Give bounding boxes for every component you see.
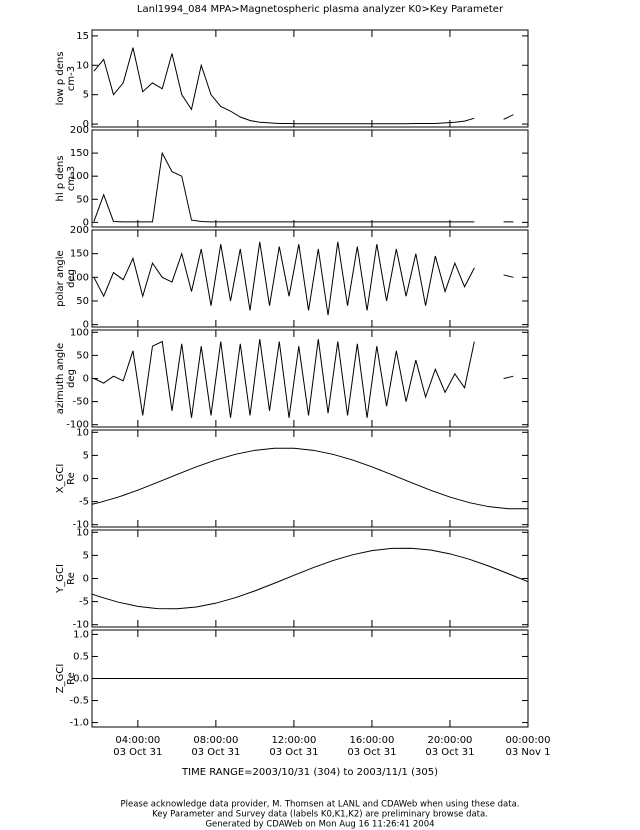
x-tick-label: 00:00:00 xyxy=(506,735,551,746)
y-tick-label: 50 xyxy=(76,194,89,205)
y-axis-label: low p dens xyxy=(55,52,66,106)
x-tick-date: 03 Oct 31 xyxy=(347,747,396,758)
y-tick-label: -10 xyxy=(73,520,89,531)
y-axis-unit: Re xyxy=(66,672,77,685)
y-axis-unit: deg xyxy=(66,269,77,288)
y-tick-label: -5 xyxy=(79,597,89,608)
y-tick-label: 5 xyxy=(83,450,89,461)
y-tick-label: 150 xyxy=(70,249,89,260)
y-tick-label: -0.5 xyxy=(69,696,89,707)
y-tick-label: 10 xyxy=(76,527,89,538)
y-tick-label: 0 xyxy=(83,320,89,331)
chart-title: Lanl1994_084 MPA>Magnetospheric plasma a… xyxy=(137,4,504,15)
y-tick-label: -100 xyxy=(66,420,89,431)
y-axis-unit: cm-3 xyxy=(66,66,77,91)
data-line xyxy=(91,547,529,610)
y-tick-label: 50 xyxy=(76,350,89,361)
y-tick-label: 5 xyxy=(83,90,89,101)
y-axis-label: hl p dens xyxy=(55,156,66,202)
y-tick-label: 0.5 xyxy=(73,651,89,662)
y-tick-label: 150 xyxy=(70,148,89,159)
y-tick-label: 200 xyxy=(70,225,89,236)
y-tick-label: -1.0 xyxy=(69,718,89,729)
panel-frame xyxy=(91,129,529,228)
x-tick-date: 03 Nov 1 xyxy=(506,747,551,758)
y-tick-label: 200 xyxy=(70,125,89,136)
y-axis-label: Y_GCI xyxy=(55,564,66,594)
y-tick-label: -5 xyxy=(79,497,89,508)
x-tick-label: 20:00:00 xyxy=(428,735,473,746)
y-axis-unit: Re xyxy=(66,472,77,485)
x-tick-date: 03 Oct 31 xyxy=(269,747,318,758)
y-axis-label: polar angle xyxy=(55,250,66,306)
y-tick-label: 0 xyxy=(83,374,89,385)
y-axis-unit: cm-3 xyxy=(66,166,77,191)
data-line xyxy=(91,447,528,510)
y-axis-unit: Re xyxy=(66,572,77,585)
x-tick-label: 04:00:00 xyxy=(115,735,160,746)
data-line xyxy=(93,47,514,125)
y-tick-label: 100 xyxy=(70,327,89,338)
y-tick-label: 50 xyxy=(76,296,89,307)
panel-frame xyxy=(91,29,529,128)
x-tick-date: 03 Oct 31 xyxy=(425,747,474,758)
y-axis-unit: deg xyxy=(66,369,77,388)
y-tick-label: 10 xyxy=(76,427,89,438)
footer-line: Key Parameter and Survey data (labels K0… xyxy=(152,810,488,820)
y-tick-label: -50 xyxy=(73,397,89,408)
y-tick-label: 100 xyxy=(70,272,89,283)
y-tick-label: 15 xyxy=(76,31,89,42)
y-tick-label: 0 xyxy=(83,474,89,485)
panel-frame xyxy=(91,229,529,328)
y-tick-label: -10 xyxy=(73,620,89,631)
y-tick-label: 5 xyxy=(83,550,89,561)
data-line xyxy=(93,241,514,316)
x-tick-label: 16:00:00 xyxy=(349,735,394,746)
y-axis-label: Z_GCI xyxy=(55,664,66,694)
x-tick-date: 03 Oct 31 xyxy=(113,747,162,758)
x-tick-date: 03 Oct 31 xyxy=(191,747,240,758)
x-tick-label: 12:00:00 xyxy=(271,735,316,746)
x-tick-label: 08:00:00 xyxy=(193,735,238,746)
y-tick-label: 10 xyxy=(76,60,89,71)
y-tick-label: 1.0 xyxy=(73,629,89,640)
y-tick-label: 0 xyxy=(83,217,89,228)
y-tick-label: 100 xyxy=(70,171,89,182)
time-range: TIME RANGE=2003/10/31 (304) to 2003/11/1… xyxy=(181,767,438,778)
footer-line: Generated by CDAWeb on Mon Aug 16 11:26:… xyxy=(205,820,434,830)
y-tick-label: 0 xyxy=(83,574,89,585)
data-line xyxy=(93,151,514,223)
y-tick-label: 0 xyxy=(83,119,89,130)
footer-line: Please acknowledge data provider, M. Tho… xyxy=(120,800,519,810)
y-axis-label: X_GCI xyxy=(55,464,66,494)
y-tick-label: 0.0 xyxy=(73,674,89,685)
data-line xyxy=(93,339,514,418)
y-axis-label: azimuth angle xyxy=(55,343,66,414)
